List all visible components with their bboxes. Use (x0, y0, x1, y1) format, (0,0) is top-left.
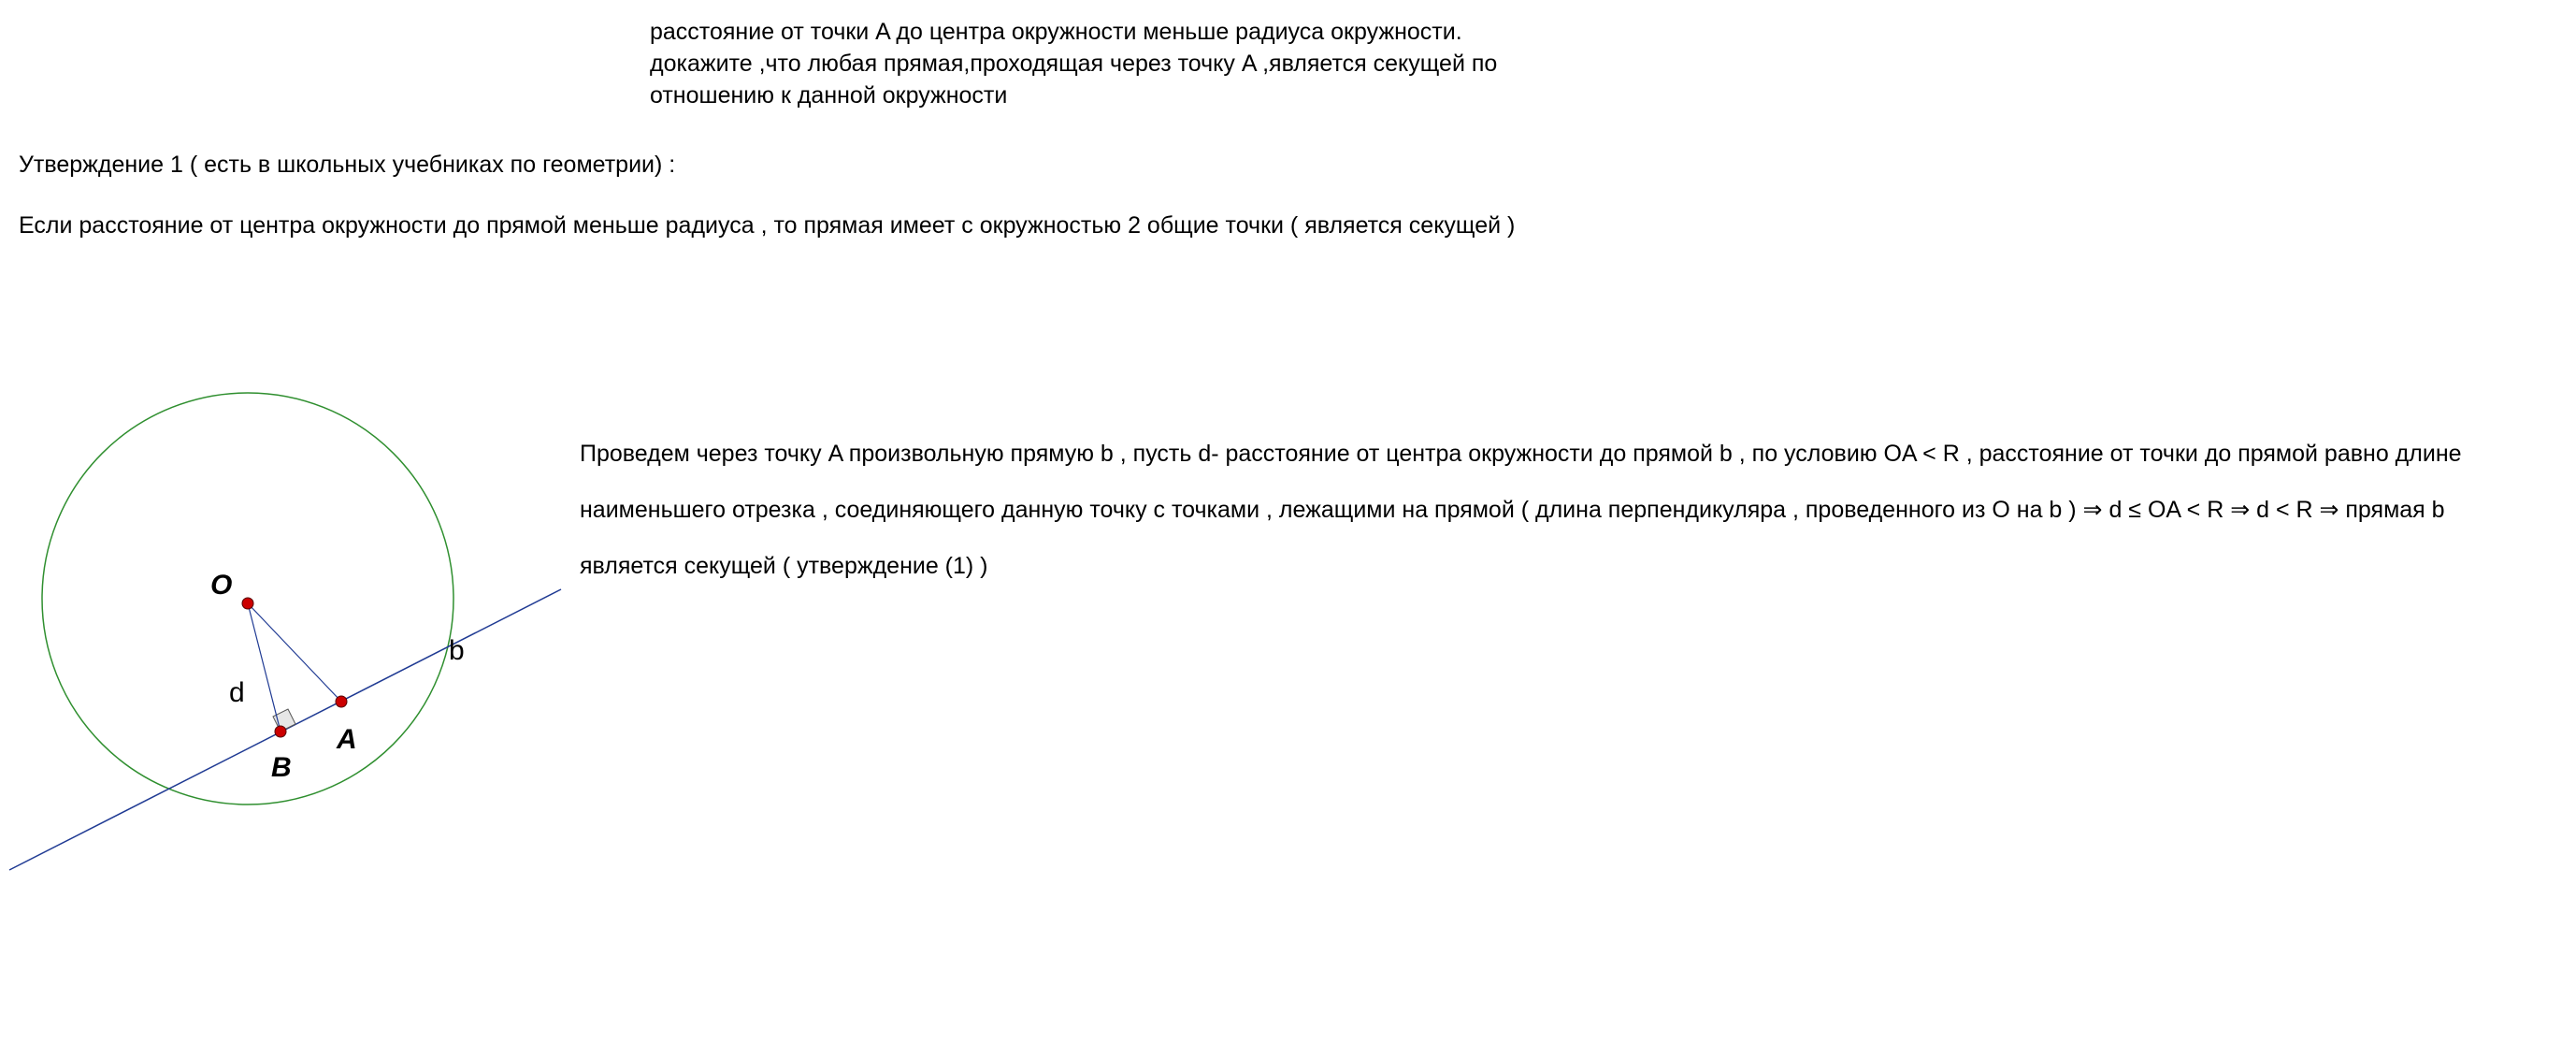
label-o: O (210, 570, 232, 601)
point-o (242, 598, 253, 609)
segment-oa (248, 603, 341, 702)
label-b-line: b (449, 635, 465, 666)
problem-line-3: отношению к данной окружности (650, 80, 2006, 112)
statement-body: Если расстояние от центра окружности до … (19, 210, 1515, 241)
problem-line-1: расстояние от точки A до центра окружнос… (650, 17, 2006, 49)
point-a (336, 696, 347, 707)
point-b (275, 726, 286, 737)
label-a: A (336, 724, 357, 755)
diagram-svg: O A Bd b (0, 281, 580, 1048)
proof-text: Проведем через точку A произвольную прям… (580, 426, 2543, 594)
geometry-diagram: O A Bd b (0, 281, 580, 1048)
segment-ob (248, 603, 281, 732)
label-d: d (229, 677, 245, 708)
label-b-point: B (271, 752, 292, 783)
problem-statement: расстояние от точки A до центра окружнос… (650, 17, 2006, 111)
problem-line-2: докажите ,что любая прямая,проходящая че… (650, 49, 2006, 80)
statement-title: Утверждение 1 ( есть в школьных учебника… (19, 150, 675, 181)
